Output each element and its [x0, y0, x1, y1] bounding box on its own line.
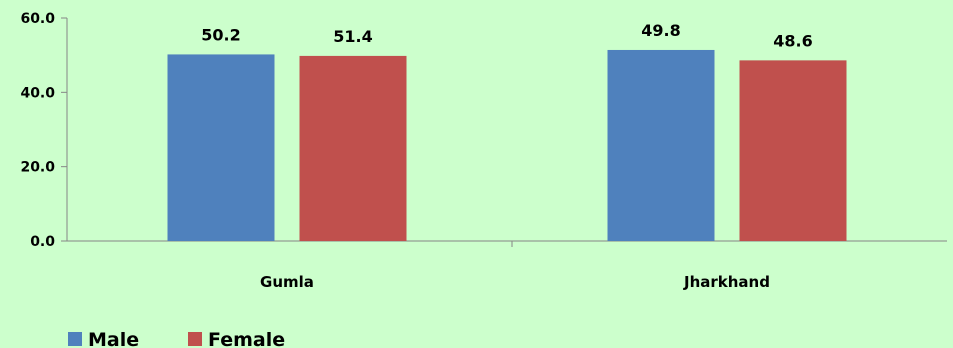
bar-female-jharkhand — [739, 60, 847, 242]
legend-label-female: Female — [208, 329, 285, 348]
y-tick-label: 0.0 — [30, 234, 55, 250]
bar-male-gumla — [167, 54, 275, 241]
legend-swatch-female — [188, 332, 202, 346]
data-labels: 50.2 49.8 51.4 48.6 — [201, 21, 812, 50]
y-tick-label: 20.0 — [20, 160, 55, 176]
data-label: 50.2 — [201, 25, 240, 44]
category-label-jharkhand: Jharkhand — [683, 273, 770, 291]
legend-swatch-male — [68, 332, 82, 346]
bar-female-gumla — [299, 55, 407, 241]
data-label: 48.6 — [773, 31, 812, 50]
y-ticks: 0.0 20.0 40.0 60.0 — [20, 11, 67, 250]
bars — [167, 49, 847, 242]
data-label: 51.4 — [333, 27, 372, 46]
legend: Male Female — [68, 329, 285, 348]
category-labels: Gumla Jharkhand — [260, 273, 770, 291]
y-tick-label: 60.0 — [20, 11, 55, 27]
bar-male-jharkhand — [607, 49, 715, 241]
legend-label-male: Male — [88, 329, 139, 348]
category-label-gumla: Gumla — [260, 273, 314, 291]
data-label: 49.8 — [641, 21, 680, 40]
y-tick-label: 40.0 — [20, 85, 55, 101]
